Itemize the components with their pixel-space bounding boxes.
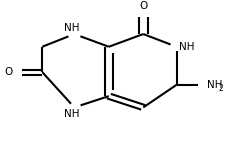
Text: NH: NH <box>64 23 80 33</box>
Text: NH: NH <box>207 80 223 90</box>
Text: 2: 2 <box>219 84 223 93</box>
Text: O: O <box>139 1 147 11</box>
Text: O: O <box>4 67 13 77</box>
Text: NH: NH <box>64 109 80 119</box>
Text: NH: NH <box>179 42 194 52</box>
